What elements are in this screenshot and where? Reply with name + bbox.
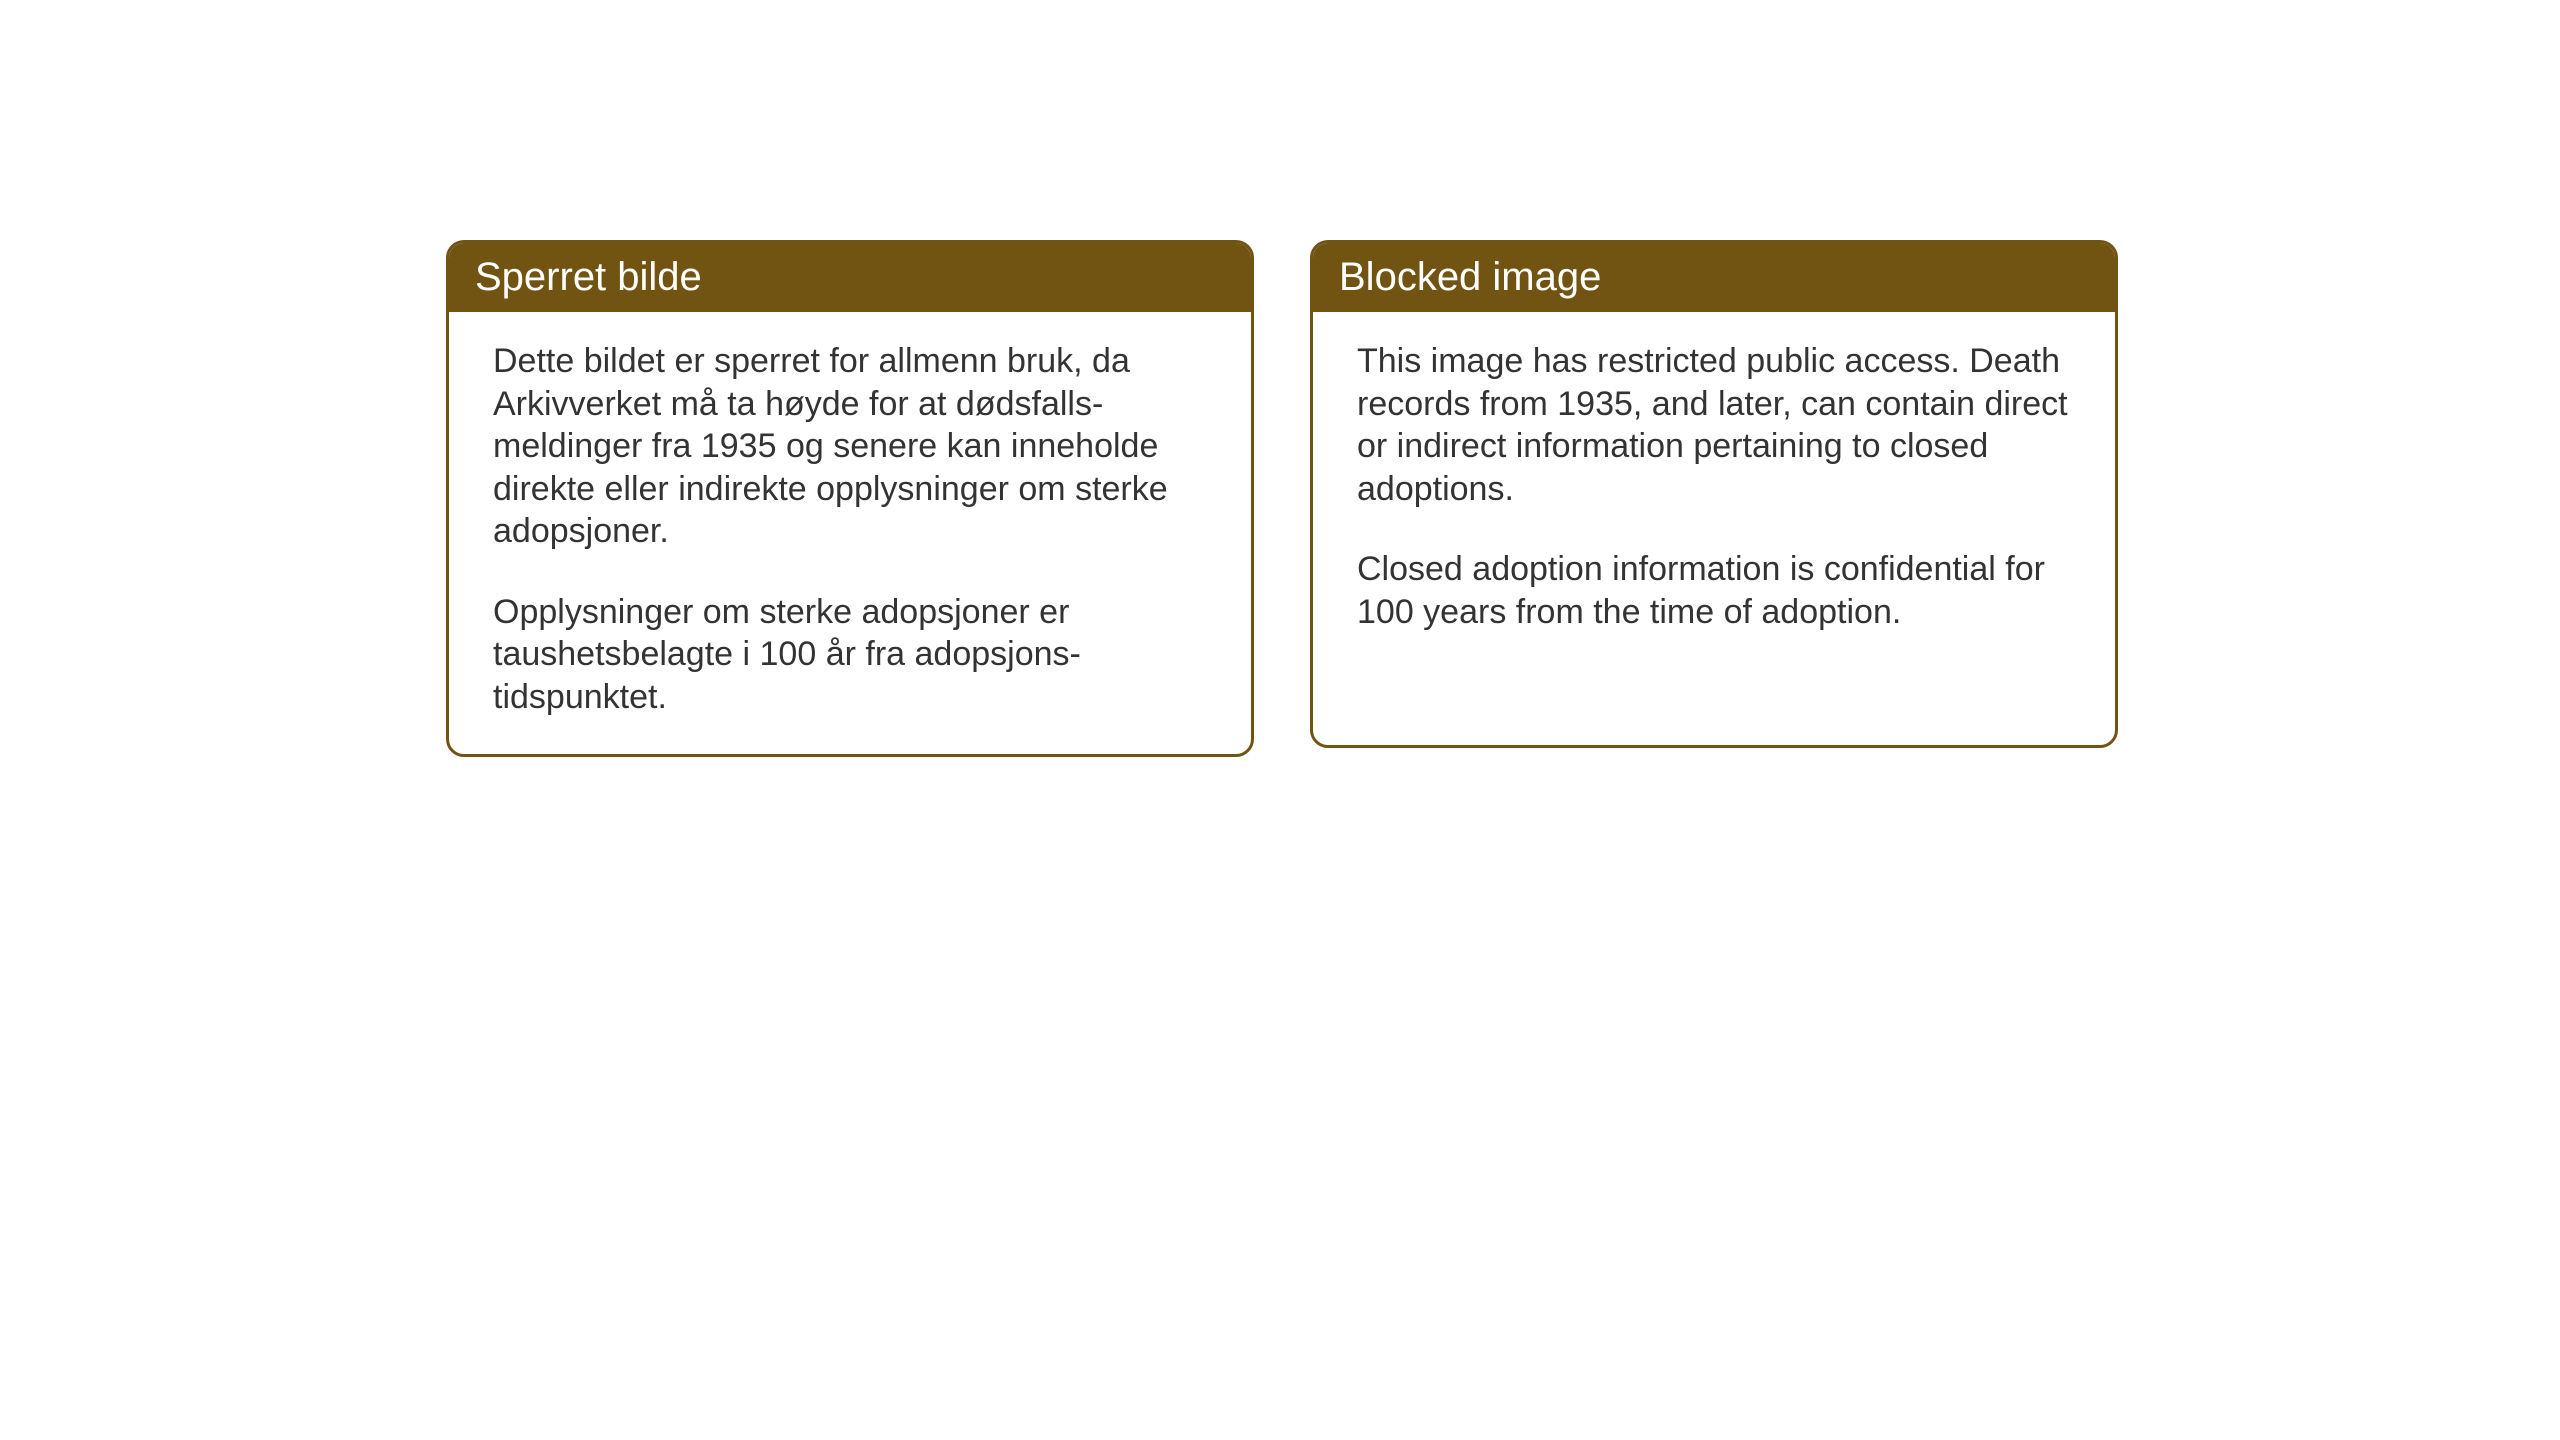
card-paragraph-1-english: This image has restricted public access.… [1357, 340, 2071, 510]
cards-container: Sperret bilde Dette bildet er sperret fo… [446, 240, 2118, 757]
card-body-norwegian: Dette bildet er sperret for allmenn bruk… [449, 312, 1251, 754]
card-english: Blocked image This image has restricted … [1310, 240, 2118, 748]
card-header-norwegian: Sperret bilde [449, 243, 1251, 312]
card-paragraph-2-english: Closed adoption information is confident… [1357, 548, 2071, 633]
card-paragraph-1-norwegian: Dette bildet er sperret for allmenn bruk… [493, 340, 1207, 553]
card-header-english: Blocked image [1313, 243, 2115, 312]
card-paragraph-2-norwegian: Opplysninger om sterke adopsjoner er tau… [493, 591, 1207, 719]
card-title-english: Blocked image [1339, 255, 1601, 299]
card-norwegian: Sperret bilde Dette bildet er sperret fo… [446, 240, 1254, 757]
card-body-english: This image has restricted public access.… [1313, 312, 2115, 669]
card-title-norwegian: Sperret bilde [475, 255, 702, 299]
